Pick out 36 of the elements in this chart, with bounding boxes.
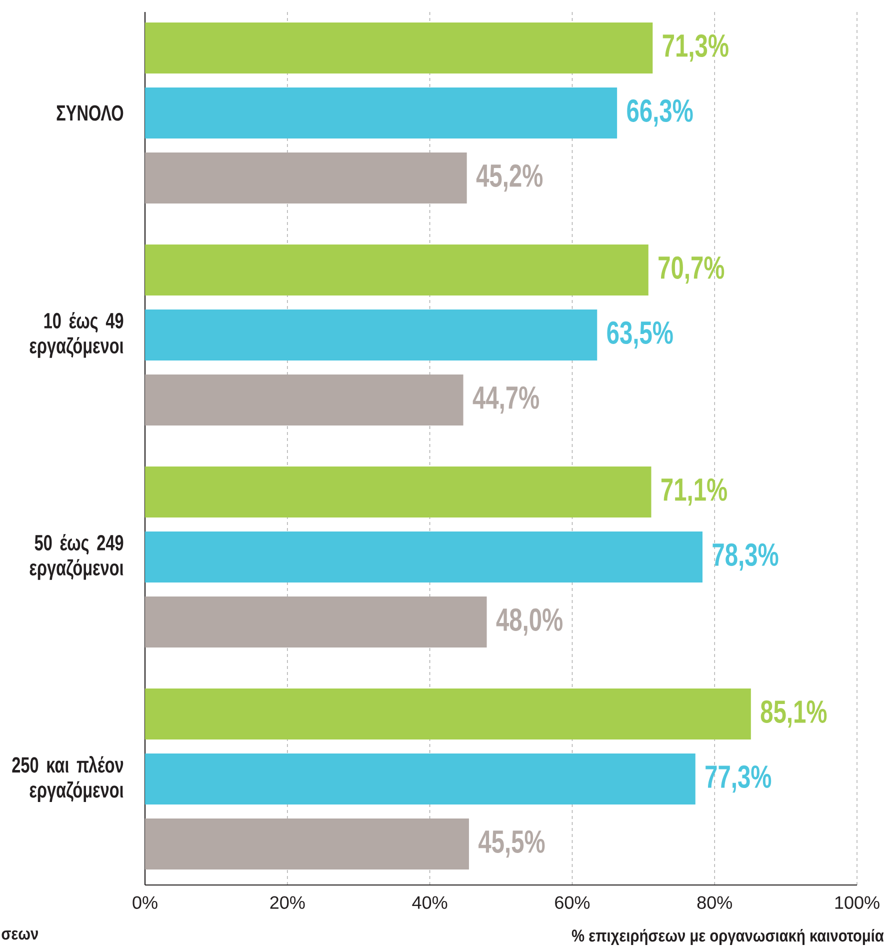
- x-tick-label: 40%: [412, 896, 448, 909]
- bar: [145, 22, 653, 74]
- x-tick-label: 80%: [697, 896, 732, 909]
- y-tick-label: ΣΥΝΟΛΟ: [56, 105, 124, 121]
- data-label: 66,3%: [627, 99, 693, 127]
- data-label: 85,1%: [760, 700, 827, 728]
- y-tick-label: 10 έως 49 εργαζόμενοι: [30, 312, 124, 358]
- bar: [145, 309, 598, 360]
- bar: [145, 596, 487, 648]
- x-tick-label: 60%: [555, 896, 590, 909]
- y-tick-label: 250 και πλέον εργαζόμενοι: [12, 756, 124, 802]
- bar: [145, 244, 648, 296]
- data-label: 71,3%: [662, 34, 728, 62]
- data-label: 78,3%: [712, 543, 778, 571]
- x-tick-label: 0%: [132, 896, 158, 909]
- data-label: 44,7%: [472, 386, 539, 414]
- bar: [145, 531, 703, 582]
- bar: [145, 754, 696, 804]
- x-tick-label: 20%: [270, 896, 305, 909]
- y-tick-label: 50 έως 249 εργαζόμενοι: [30, 534, 124, 580]
- data-label: 71,1%: [661, 478, 727, 506]
- x-axis-title: % επιχειρήσεων με οργανωσιακή καινοτομία: [572, 928, 884, 946]
- data-label: 45,5%: [478, 830, 545, 858]
- data-label: 45,2%: [476, 164, 543, 192]
- bar: [145, 152, 467, 204]
- x-tick-label: 100%: [835, 896, 880, 909]
- bar: [145, 466, 652, 518]
- bar: [145, 688, 751, 740]
- text: σεων: [2, 930, 38, 940]
- data-label: 70,7%: [658, 256, 724, 284]
- data-label: 63,5%: [607, 321, 673, 349]
- bar: [145, 87, 618, 138]
- data-label: 77,3%: [706, 765, 772, 793]
- bar: [145, 374, 464, 426]
- bar: [145, 818, 469, 870]
- data-label: 48,0%: [496, 608, 562, 636]
